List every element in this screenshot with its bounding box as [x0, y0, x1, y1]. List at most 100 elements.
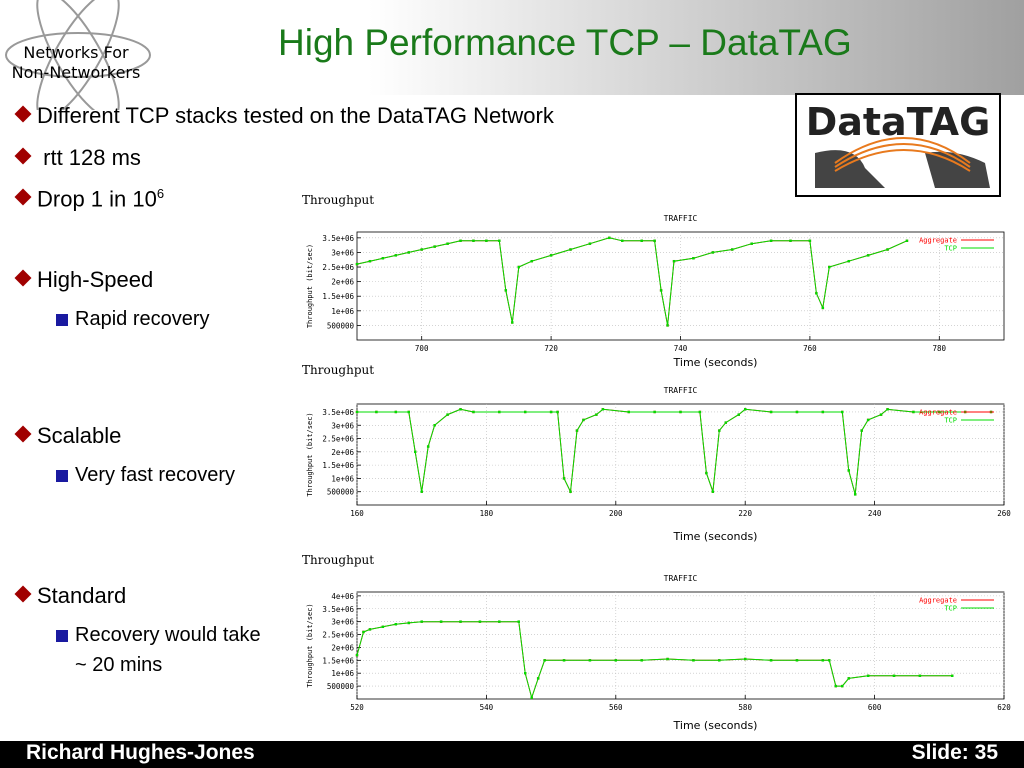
data-point — [789, 239, 792, 242]
legend-label: Aggregate — [919, 597, 957, 605]
data-point — [866, 254, 870, 257]
data-point — [439, 620, 443, 623]
bullet-text: Standard — [37, 583, 127, 608]
data-point — [511, 321, 514, 324]
data-point — [355, 653, 359, 657]
x-tick-label: 540 — [480, 703, 494, 712]
sub-bullet: Very fast recovery — [56, 460, 286, 490]
x-tick-label: 580 — [738, 703, 752, 712]
data-point — [672, 259, 676, 263]
data-point — [769, 659, 773, 662]
data-point — [705, 471, 708, 475]
data-point — [711, 490, 715, 493]
data-point — [821, 306, 825, 310]
x-tick-label: 520 — [350, 703, 364, 712]
data-point — [433, 424, 436, 427]
data-point — [407, 410, 410, 414]
y-tick-label: 500000 — [327, 682, 355, 691]
sub-bullet: Recovery would take ~ 20 mins — [56, 620, 266, 680]
chart-title: TRAFFIC — [664, 386, 698, 395]
y-tick-label: 500000 — [327, 488, 355, 497]
x-axis-label: Time (seconds) — [673, 356, 758, 369]
bullet-text: Scalable — [37, 423, 122, 448]
data-point — [905, 239, 909, 242]
data-point — [517, 265, 520, 269]
data-point — [575, 429, 579, 432]
y-tick-label: 2e+06 — [331, 448, 354, 457]
x-axis-label: Time (seconds) — [673, 530, 758, 543]
bullet: Drop 1 in 106 — [14, 186, 164, 212]
data-point — [588, 242, 592, 245]
data-point — [549, 254, 553, 257]
data-point — [498, 410, 501, 414]
data-point — [394, 254, 398, 257]
data-point — [459, 408, 462, 411]
data-point — [866, 418, 870, 422]
data-point — [601, 408, 605, 411]
y-tick-label: 1e+06 — [331, 307, 354, 316]
sub-bullet: Rapid recovery — [56, 304, 266, 334]
data-point — [407, 251, 410, 254]
data-point — [621, 239, 624, 242]
data-point — [847, 677, 850, 680]
bullet: Different TCP stacks tested on the DataT… — [14, 103, 554, 129]
data-point — [698, 410, 702, 414]
data-point — [692, 257, 695, 260]
y-tick-label: 2e+06 — [331, 278, 354, 287]
x-tick-label: 700 — [415, 344, 429, 353]
data-point — [478, 620, 482, 623]
data-point — [860, 429, 863, 432]
data-point — [355, 410, 359, 414]
data-point — [653, 410, 656, 414]
data-point — [543, 659, 546, 662]
y-tick-label: 1.5e+06 — [322, 292, 354, 301]
x-tick-label: 200 — [609, 509, 623, 518]
bullet-text: rtt 128 ms — [43, 145, 141, 170]
data-point — [394, 410, 398, 414]
data-point — [666, 657, 669, 661]
data-point — [362, 630, 365, 634]
chart-heading: Throughput — [302, 193, 374, 207]
data-point — [718, 659, 721, 662]
data-point — [368, 628, 372, 631]
x-tick-label: 180 — [480, 509, 494, 518]
bullet: Standard — [14, 583, 126, 609]
y-tick-label: 1e+06 — [331, 474, 354, 483]
y-tick-label: 1.5e+06 — [322, 656, 354, 665]
y-tick-label: 3e+06 — [331, 421, 354, 430]
y-tick-label: 2e+06 — [331, 643, 354, 652]
data-point — [892, 674, 896, 677]
plot-frame — [356, 403, 1005, 506]
logo-line: Non-Networkers — [12, 63, 141, 82]
data-point — [711, 251, 715, 254]
x-tick-label: 740 — [674, 344, 688, 353]
data-point — [821, 659, 825, 662]
data-point — [815, 292, 818, 295]
data-point — [375, 410, 378, 414]
y-tick-label: 3.5e+06 — [322, 234, 354, 243]
data-point — [744, 408, 747, 411]
y-tick-label: 2.5e+06 — [322, 631, 354, 640]
y-tick-label: 3.5e+06 — [322, 408, 354, 417]
data-point — [769, 239, 773, 242]
data-point — [737, 413, 740, 416]
data-point — [608, 236, 611, 240]
data-point — [828, 659, 831, 662]
x-tick-label: 560 — [609, 703, 623, 712]
legend-label: TCP — [944, 245, 957, 253]
data-point — [414, 450, 417, 454]
data-point — [866, 674, 870, 677]
chart-heading: Throughput — [302, 363, 374, 377]
x-tick-label: 600 — [868, 703, 882, 712]
logo: Networks For Non-Networkers — [5, 0, 151, 110]
y-tick-label: 2.5e+06 — [322, 263, 354, 272]
data-point — [562, 477, 566, 480]
data-point — [795, 410, 799, 414]
data-point — [879, 413, 883, 416]
data-point — [472, 410, 475, 414]
data-point — [627, 410, 630, 414]
data-point — [420, 620, 423, 623]
bullet: Scalable — [14, 423, 121, 449]
data-point — [595, 413, 598, 416]
